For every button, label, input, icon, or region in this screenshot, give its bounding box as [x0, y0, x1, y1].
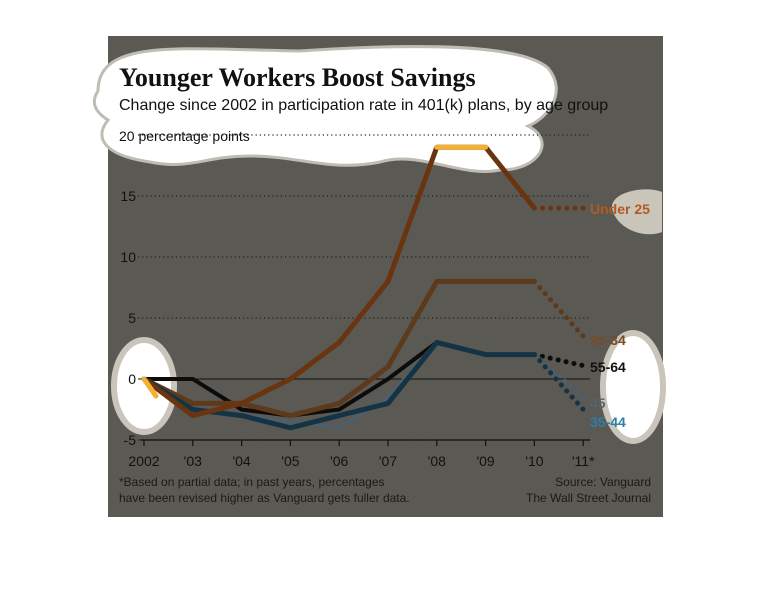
chart-title: Younger Workers Boost Savings	[119, 63, 476, 92]
series-label: 45	[590, 395, 606, 411]
grid-lines	[138, 134, 590, 446]
footnote-line-2: have been revised higher as Vanguard get…	[119, 491, 410, 505]
x-tick-label: '07	[379, 453, 397, 469]
highlight-blobs	[92, 45, 666, 444]
footnote-line-1: *Based on partial data; in past years, p…	[119, 475, 385, 489]
y-tick-label: -5	[124, 432, 137, 448]
end-label-highlight	[600, 330, 666, 444]
series-label: 35-44	[590, 414, 626, 430]
x-tick-label: 2002	[128, 453, 159, 469]
series-projection	[531, 352, 586, 369]
series-label: Under 25	[590, 201, 650, 217]
chart-subtitle: Change since 2002 in participation rate …	[119, 97, 608, 114]
x-tick-label: '09	[476, 453, 494, 469]
unit-label: 20 percentage points	[119, 128, 250, 144]
under-25-highlight	[612, 189, 662, 235]
x-tick-label: '03	[184, 453, 202, 469]
source-line-2: The Wall Street Journal	[526, 491, 651, 505]
series-label: 25-34	[590, 332, 626, 348]
origin-highlight-stroke	[141, 376, 159, 399]
x-tick-label: '08	[428, 453, 446, 469]
x-tick-label: '11*	[572, 453, 595, 469]
title-highlight	[92, 45, 558, 173]
origin-highlight	[111, 337, 177, 435]
y-tick-label: 10	[120, 249, 136, 265]
series-lines	[141, 144, 586, 431]
y-tick-label: 5	[128, 310, 136, 326]
x-tick-label: '05	[281, 453, 299, 469]
series-projection	[531, 352, 586, 400]
x-tick-label: '06	[330, 453, 348, 469]
x-tick-label: '04	[232, 453, 250, 469]
y-tick-label: 15	[120, 188, 136, 204]
series-line	[141, 278, 537, 419]
x-tick-label: '10	[525, 453, 543, 469]
source-line-1: Source: Vanguard	[555, 475, 651, 489]
y-tick-label: 0	[128, 371, 136, 387]
series-labels: Under 25 25-34 55-64 45 35-44	[590, 201, 650, 430]
tick-labels: 15 10 5 0 -5 2002 '03 '04 '05 '06 '07 '08 '09 '10 '11*	[120, 188, 595, 469]
series-label: 55-64	[590, 359, 626, 375]
